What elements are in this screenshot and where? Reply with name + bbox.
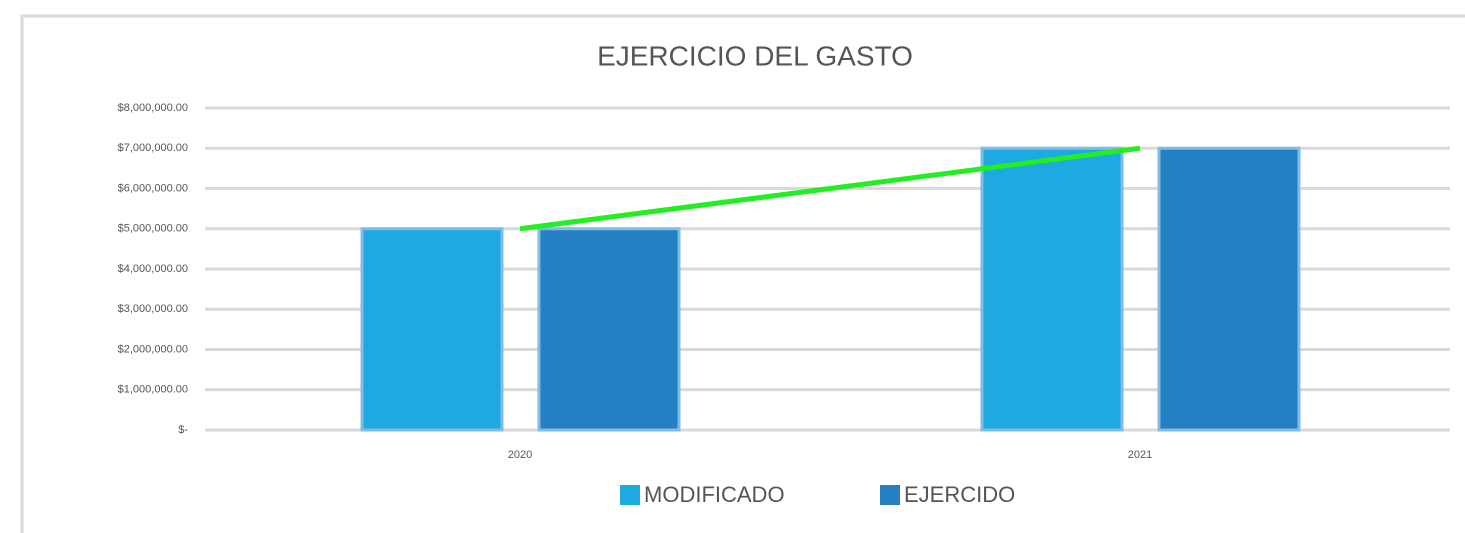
y-tick-label: $6,000,000.00 bbox=[118, 182, 188, 194]
trend-line bbox=[519, 145, 1141, 232]
y-tick-label: $7,000,000.00 bbox=[118, 142, 188, 154]
y-tick-label: $5,000,000.00 bbox=[118, 223, 188, 235]
bar bbox=[1157, 146, 1301, 432]
legend-label: EJERCIDO bbox=[904, 482, 1015, 507]
bar bbox=[980, 146, 1124, 432]
legend-label: MODIFICADO bbox=[644, 482, 785, 507]
bar bbox=[360, 227, 504, 432]
y-tick-label: $8,000,000.00 bbox=[118, 102, 188, 114]
y-tick-label: $- bbox=[178, 424, 188, 436]
chart-frame bbox=[20, 14, 1465, 533]
bar bbox=[537, 227, 681, 432]
y-tick-label: $1,000,000.00 bbox=[118, 384, 188, 396]
y-tick-label: $2,000,000.00 bbox=[118, 343, 188, 355]
x-tick-label: 2021 bbox=[1128, 449, 1152, 461]
x-tick-label: 2020 bbox=[508, 449, 532, 461]
y-tick-label: $4,000,000.00 bbox=[118, 263, 188, 275]
legend-swatch bbox=[880, 485, 900, 505]
y-tick-label: $3,000,000.00 bbox=[118, 303, 188, 315]
chart-title: EJERCICIO DEL GASTO bbox=[597, 40, 913, 71]
legend-swatch bbox=[620, 485, 640, 505]
